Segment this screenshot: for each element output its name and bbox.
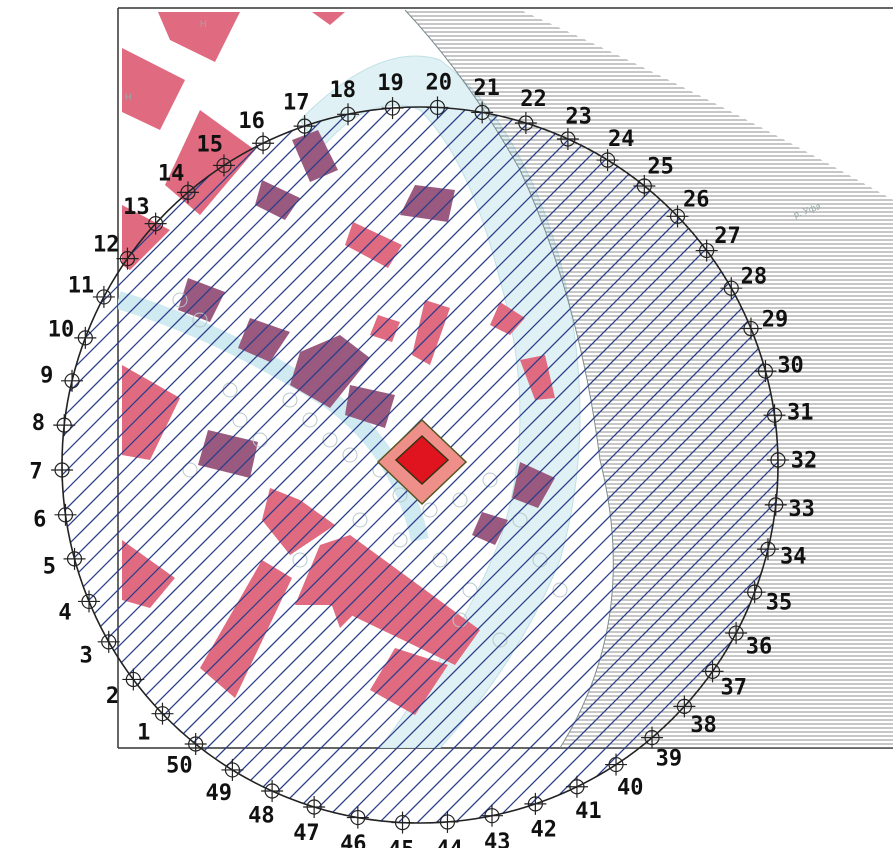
control-point-label: 43 bbox=[484, 830, 511, 848]
emission-source bbox=[378, 420, 466, 504]
control-point-label: 31 bbox=[787, 401, 814, 426]
control-point-label: 28 bbox=[741, 264, 768, 289]
control-point-label: 26 bbox=[683, 187, 710, 212]
control-point-label: 4 bbox=[58, 600, 71, 625]
control-point-8: 8 bbox=[32, 411, 75, 436]
control-point-1: 1 bbox=[137, 703, 173, 746]
control-point-label: 1 bbox=[137, 721, 150, 746]
control-point-48: 48 bbox=[248, 780, 283, 829]
control-point-label: 32 bbox=[791, 449, 818, 474]
control-point-label: 10 bbox=[48, 318, 75, 343]
control-point-label: 20 bbox=[426, 70, 453, 95]
control-point-45: 45 bbox=[388, 812, 415, 848]
control-point-label: 34 bbox=[780, 544, 807, 569]
control-point-label: 27 bbox=[714, 224, 741, 249]
control-point-label: 18 bbox=[330, 78, 357, 103]
control-point-label: 48 bbox=[248, 804, 275, 829]
control-point-label: 9 bbox=[40, 364, 53, 389]
control-point-label: 23 bbox=[565, 104, 592, 129]
control-point-39: 39 bbox=[641, 727, 682, 772]
control-point-7: 7 bbox=[29, 459, 73, 484]
control-point-label: 38 bbox=[690, 713, 717, 738]
control-point-label: 15 bbox=[196, 133, 223, 158]
control-point-label: 24 bbox=[608, 127, 635, 152]
control-point-2: 2 bbox=[106, 668, 144, 709]
control-point-label: 13 bbox=[123, 195, 150, 220]
control-point-40: 40 bbox=[605, 754, 643, 801]
control-point-label: 16 bbox=[238, 109, 265, 134]
control-point-19: 19 bbox=[377, 71, 404, 119]
control-point-6: 6 bbox=[33, 504, 76, 533]
building-tag: Н bbox=[200, 19, 207, 29]
control-point-49: 49 bbox=[206, 759, 244, 806]
control-point-label: 25 bbox=[647, 155, 674, 180]
control-point-44: 44 bbox=[436, 811, 463, 848]
control-point-label: 17 bbox=[283, 90, 310, 115]
control-point-label: 44 bbox=[436, 837, 463, 848]
building-tag: Н bbox=[125, 92, 132, 102]
control-point-label: 39 bbox=[656, 746, 683, 771]
control-point-label: 7 bbox=[29, 459, 42, 484]
control-point-37: 37 bbox=[702, 660, 747, 700]
control-point-label: 37 bbox=[721, 675, 748, 700]
control-point-label: 22 bbox=[520, 87, 547, 112]
control-point-label: 6 bbox=[33, 507, 46, 532]
control-point-label: 33 bbox=[788, 497, 815, 522]
control-point-label: 19 bbox=[377, 71, 404, 96]
control-point-label: 30 bbox=[777, 353, 804, 378]
control-point-42: 42 bbox=[524, 793, 557, 843]
control-point-47: 47 bbox=[293, 796, 325, 846]
control-point-label: 3 bbox=[79, 644, 92, 669]
control-point-9: 9 bbox=[40, 364, 83, 392]
control-point-23: 23 bbox=[557, 104, 592, 150]
control-point-label: 40 bbox=[617, 775, 644, 800]
control-point-38: 38 bbox=[673, 695, 716, 738]
control-point-26: 26 bbox=[667, 187, 710, 227]
control-point-label: 5 bbox=[43, 555, 56, 580]
control-point-label: 11 bbox=[68, 274, 95, 299]
control-point-label: 12 bbox=[93, 233, 120, 258]
control-point-label: 8 bbox=[32, 411, 45, 436]
control-point-label: 36 bbox=[746, 634, 773, 659]
control-point-label: 2 bbox=[106, 684, 119, 709]
control-point-35: 35 bbox=[744, 581, 793, 615]
control-point-label: 47 bbox=[293, 821, 320, 846]
control-point-22: 22 bbox=[515, 87, 547, 134]
control-point-label: 29 bbox=[762, 308, 789, 333]
control-point-4: 4 bbox=[58, 590, 100, 625]
control-point-label: 46 bbox=[340, 832, 367, 848]
control-point-label: 41 bbox=[575, 799, 602, 824]
control-point-label: 42 bbox=[531, 818, 558, 843]
control-point-label: 14 bbox=[158, 162, 185, 187]
control-point-label: 49 bbox=[206, 781, 233, 806]
control-point-46: 46 bbox=[340, 807, 369, 848]
control-point-32: 32 bbox=[767, 449, 817, 474]
control-point-label: 45 bbox=[388, 838, 415, 848]
control-point-29: 29 bbox=[740, 308, 788, 340]
control-point-label: 35 bbox=[766, 590, 793, 615]
control-point-28: 28 bbox=[720, 264, 767, 299]
control-point-label: 50 bbox=[166, 753, 193, 778]
control-point-label: 21 bbox=[473, 76, 500, 101]
control-point-31: 31 bbox=[764, 401, 814, 427]
control-point-50: 50 bbox=[166, 733, 207, 778]
control-point-11: 11 bbox=[68, 274, 115, 308]
